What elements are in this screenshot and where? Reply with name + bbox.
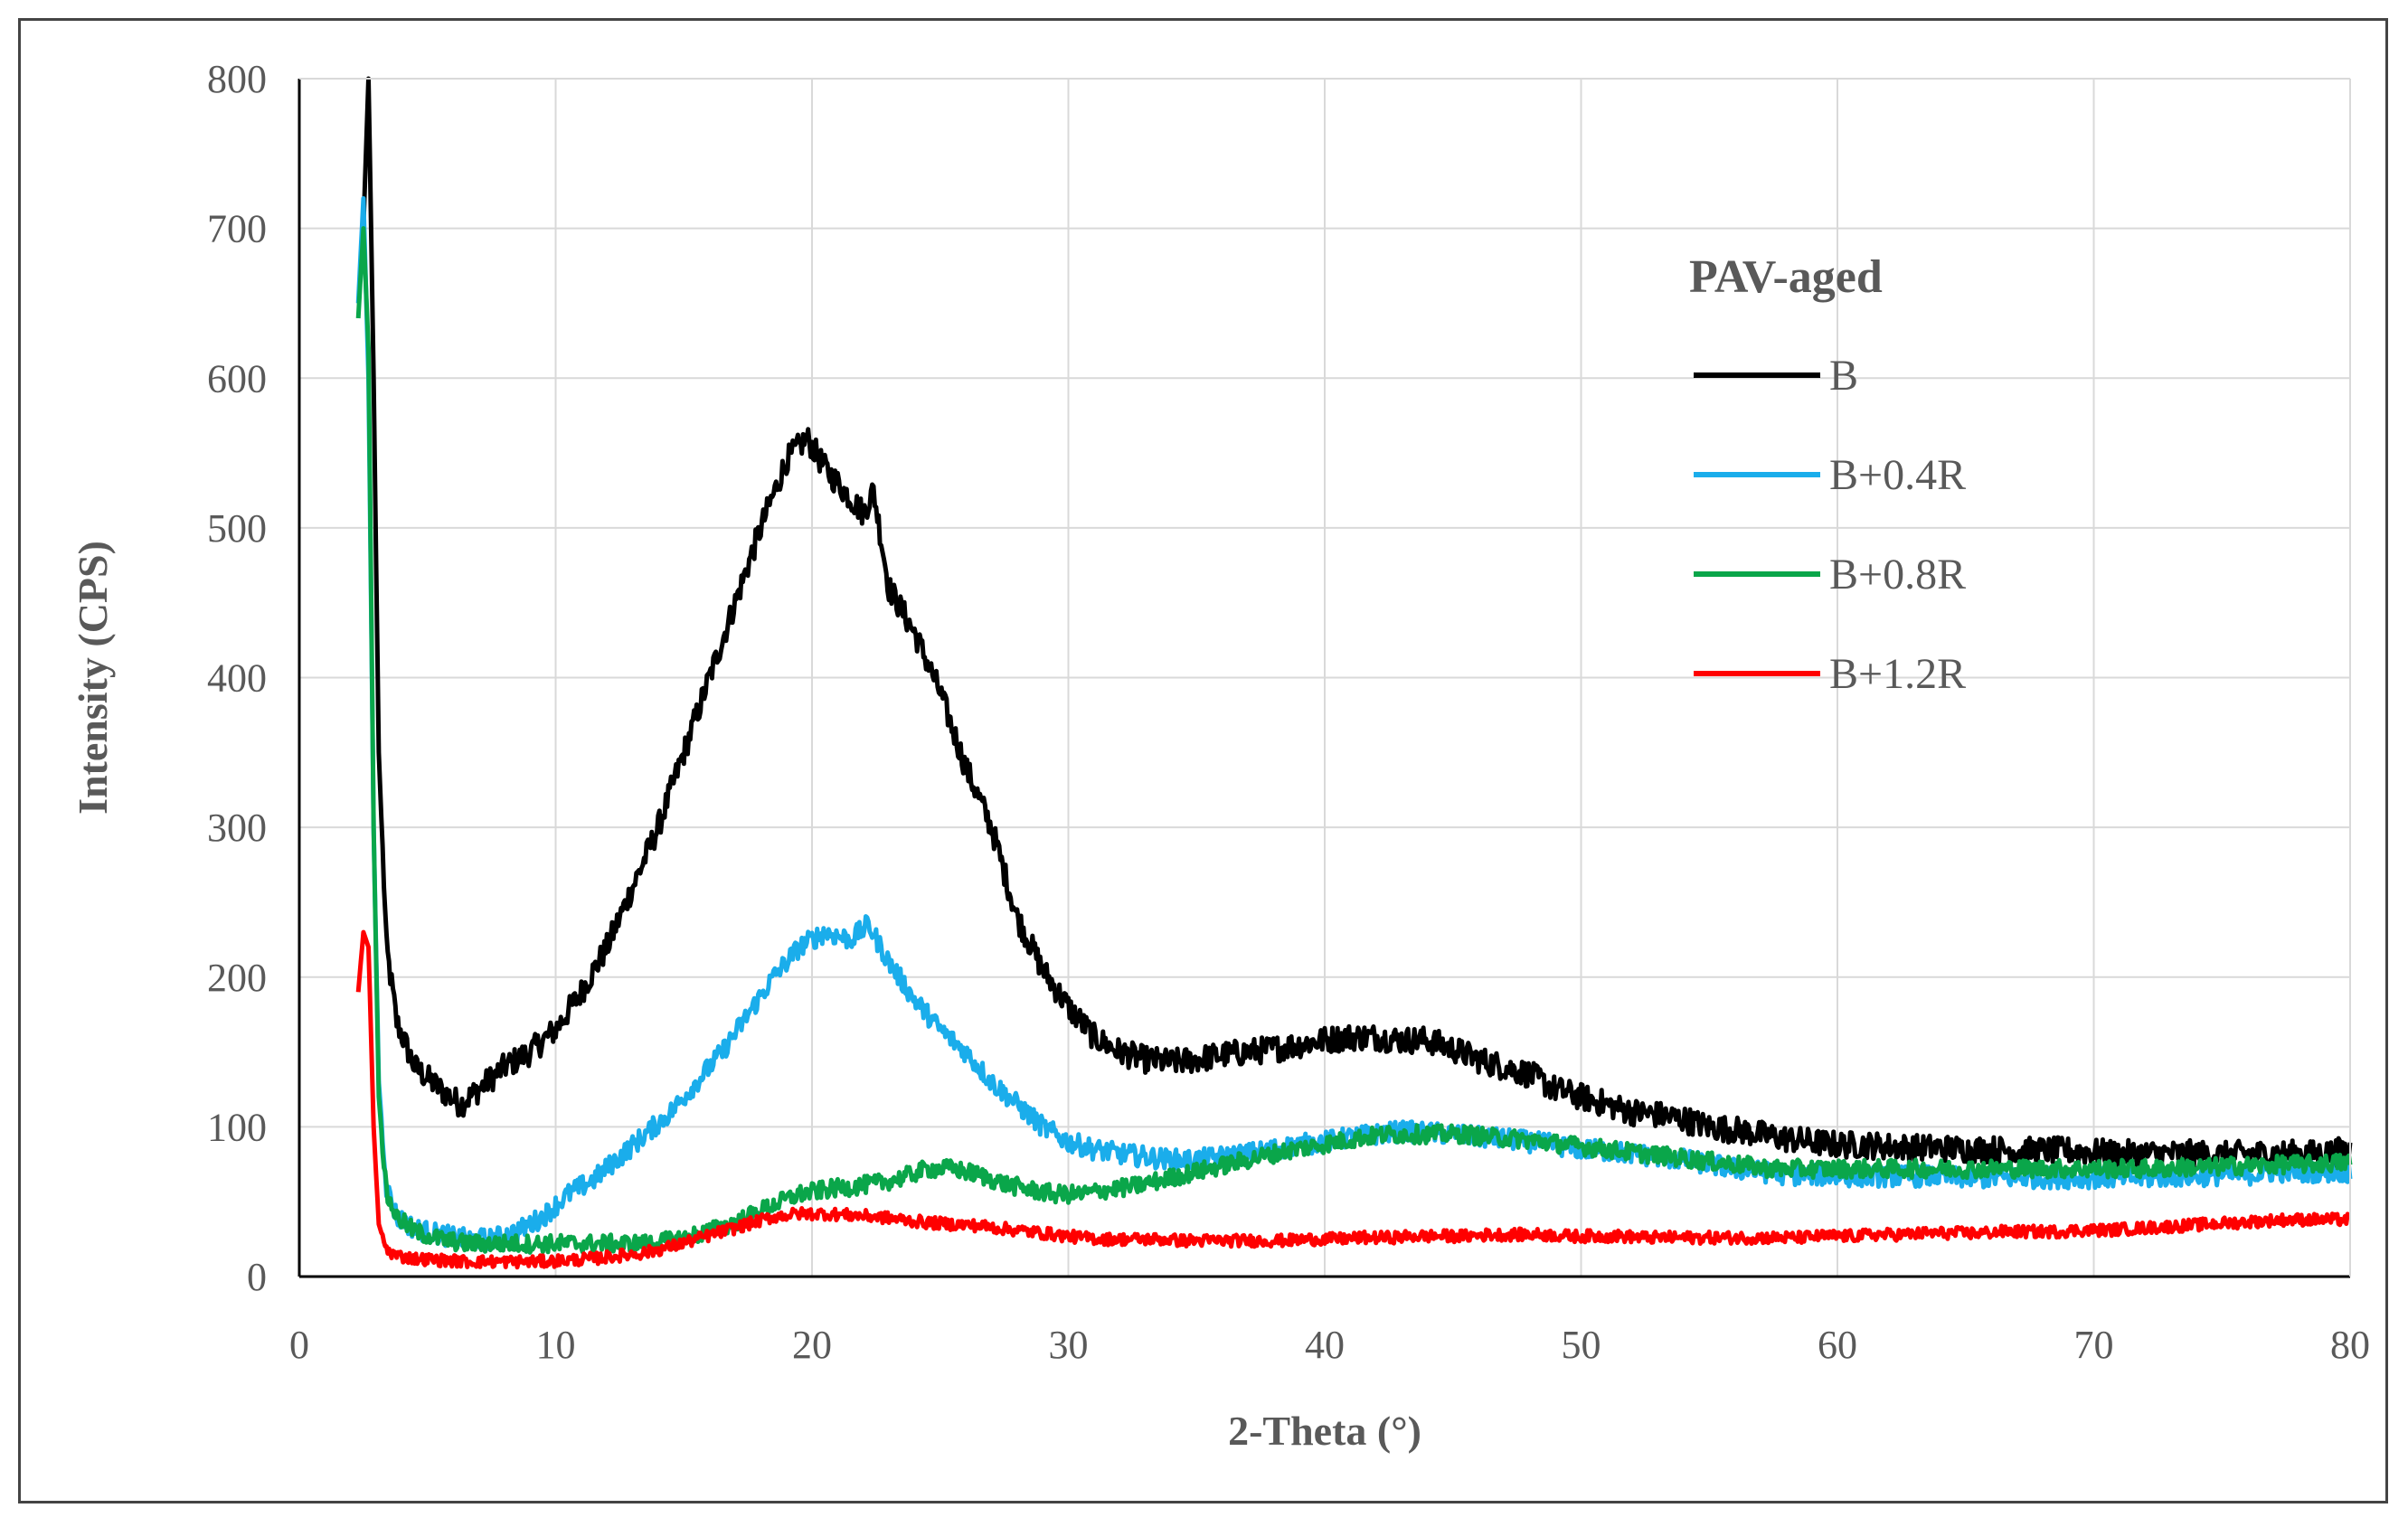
gridlines [298, 78, 2351, 1277]
x-tick-label: 80 [2330, 1323, 2370, 1367]
tick-labels: 0 100 200 300 400 500 600 700 800 0 10 20 30 40 50 60 70… [207, 57, 2370, 1367]
y-tick-label: 400 [207, 656, 267, 701]
y-tick-label: 700 [207, 207, 267, 251]
chart-frame: 0 100 200 300 400 500 600 700 800 0 10 20 30 40 50 60 70… [18, 18, 2388, 1503]
y-tick-label: 500 [207, 506, 267, 551]
x-axis-title: 2-Theta (°) [1228, 1408, 1421, 1454]
x-tick-label: 0 [289, 1323, 309, 1367]
legend-label-b-0-4r: B+0.4R [1829, 451, 1966, 499]
x-tick-label: 30 [1049, 1323, 1089, 1367]
x-tick-label: 70 [2074, 1323, 2114, 1367]
x-tick-label: 50 [1562, 1323, 1601, 1367]
legend: PAV-aged B B+0.4R B+0.8R B+1.2R [1689, 251, 1966, 698]
legend-label-b-1-2r: B+1.2R [1829, 650, 1966, 698]
y-axis-title: Intensity (CPS) [70, 541, 116, 815]
series-line-b-0-4r [355, 196, 2353, 1252]
xrd-line-chart: 0 100 200 300 400 500 600 700 800 0 10 20 30 40 50 60 70… [70, 57, 2370, 1454]
y-tick-label: 800 [207, 57, 267, 101]
legend-label-b: B [1829, 352, 1858, 400]
series-line-b [361, 76, 2353, 1170]
y-tick-label: 600 [207, 356, 267, 401]
y-tick-label: 100 [207, 1105, 267, 1149]
y-tick-label: 300 [207, 806, 267, 850]
legend-title: PAV-aged [1689, 251, 1883, 303]
y-tick-label: 200 [207, 956, 267, 1000]
series-layer [355, 76, 2353, 1270]
y-tick-label: 0 [247, 1255, 267, 1299]
x-tick-label: 10 [536, 1323, 576, 1367]
x-tick-label: 40 [1305, 1323, 1345, 1367]
series-line-b-1-2r [355, 929, 2352, 1270]
legend-label-b-0-8r: B+0.8R [1829, 551, 1966, 599]
series-line-b-0-8r [355, 226, 2353, 1255]
x-tick-label: 20 [792, 1323, 832, 1367]
axes [297, 78, 2351, 1278]
x-tick-label: 60 [1818, 1323, 1857, 1367]
